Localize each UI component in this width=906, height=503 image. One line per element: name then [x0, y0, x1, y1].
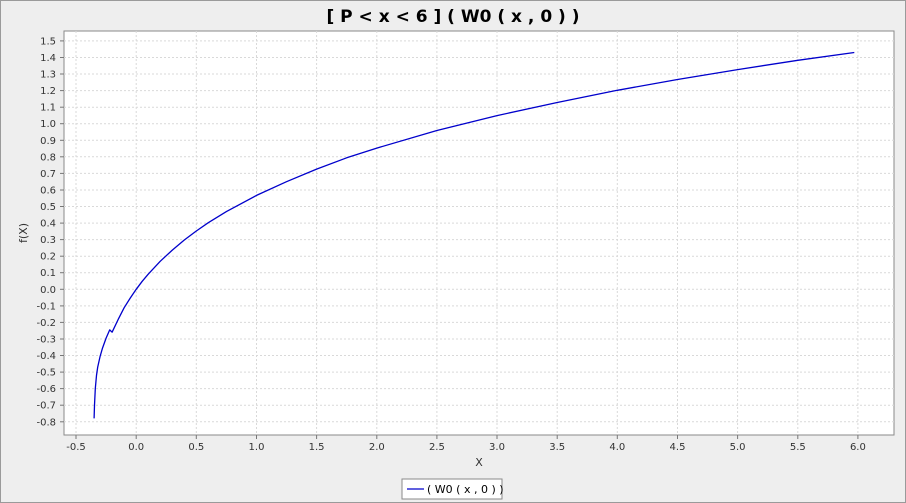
y-tick-label: 0.4 [40, 219, 56, 230]
x-tick-label: 4.0 [609, 442, 625, 453]
x-tick-label: 4.5 [670, 442, 686, 453]
x-tick-label: 3.0 [489, 442, 505, 453]
x-tick-label: 2.5 [429, 442, 445, 453]
series-group [93, 51, 855, 419]
x-axis-label: X [475, 456, 483, 469]
plot-area [63, 30, 895, 436]
x-tick-label: 2.0 [369, 442, 385, 453]
y-tick-label: 0.6 [40, 186, 56, 197]
y-tick-label: 0.3 [40, 235, 56, 246]
y-tick-label: 1.4 [40, 53, 56, 64]
y-tick-label: -0.3 [36, 335, 56, 346]
y-tick-label: -0.1 [36, 301, 56, 312]
x-gridlines [75, 31, 859, 435]
y-tick-label: -0.7 [36, 401, 56, 412]
x-tick-label: 1.5 [309, 442, 325, 453]
chart-title: [ P < x < 6 ] ( W0 ( x , 0 ) ) [326, 7, 579, 27]
y-tick-label: 0.0 [40, 285, 56, 296]
x-axis-ticks: -0.5 0.0 0.5 1.0 1.5 2.0 2.5 3.0 3.5 4.0 4.5 5.0 5.5… [66, 435, 866, 453]
y-tick-label: -0.6 [36, 384, 56, 395]
x-tick-label: 5.5 [790, 442, 806, 453]
y-tick-label: -0.4 [36, 351, 56, 362]
y-tick-label: 1.0 [40, 119, 56, 130]
y-tick-label: 0.7 [40, 169, 56, 180]
y-tick-label: -0.8 [36, 417, 56, 428]
y-tick-label: 1.5 [40, 36, 56, 47]
x-tick-label: 0.0 [128, 442, 144, 453]
x-tick-label: 3.5 [549, 442, 565, 453]
legend-label: ( W0 ( x , 0 ) ) [427, 483, 504, 496]
y-axis-label: f(X) [17, 223, 30, 243]
y-tick-label: 0.1 [40, 268, 56, 279]
y-axis-ticks: -0.8 -0.7 -0.6 -0.5 -0.4 -0.3 -0.2 -0.1 0.0 0.1 0.… [36, 36, 64, 428]
y-tick-label: 1.1 [40, 103, 56, 114]
y-tick-label: 0.2 [40, 252, 56, 263]
x-tick-label: 0.5 [188, 442, 204, 453]
y-tick-label: -0.5 [36, 368, 56, 379]
x-tick-label: 5.0 [730, 442, 746, 453]
x-tick-label: 6.0 [850, 442, 866, 453]
y-tick-label: 1.2 [40, 86, 56, 97]
y-tick-label: 0.9 [40, 136, 56, 147]
y-tick-label: 1.3 [40, 70, 56, 81]
y-tick-label: 0.8 [40, 152, 56, 163]
y-tick-label: -0.2 [36, 318, 56, 329]
x-tick-label: -0.5 [66, 442, 86, 453]
x-tick-label: 1.0 [249, 442, 265, 453]
legend: ( W0 ( x , 0 ) ) [401, 478, 504, 500]
y-tick-label: 0.5 [40, 202, 56, 213]
series-line [93, 51, 855, 419]
legend-box [401, 478, 503, 500]
